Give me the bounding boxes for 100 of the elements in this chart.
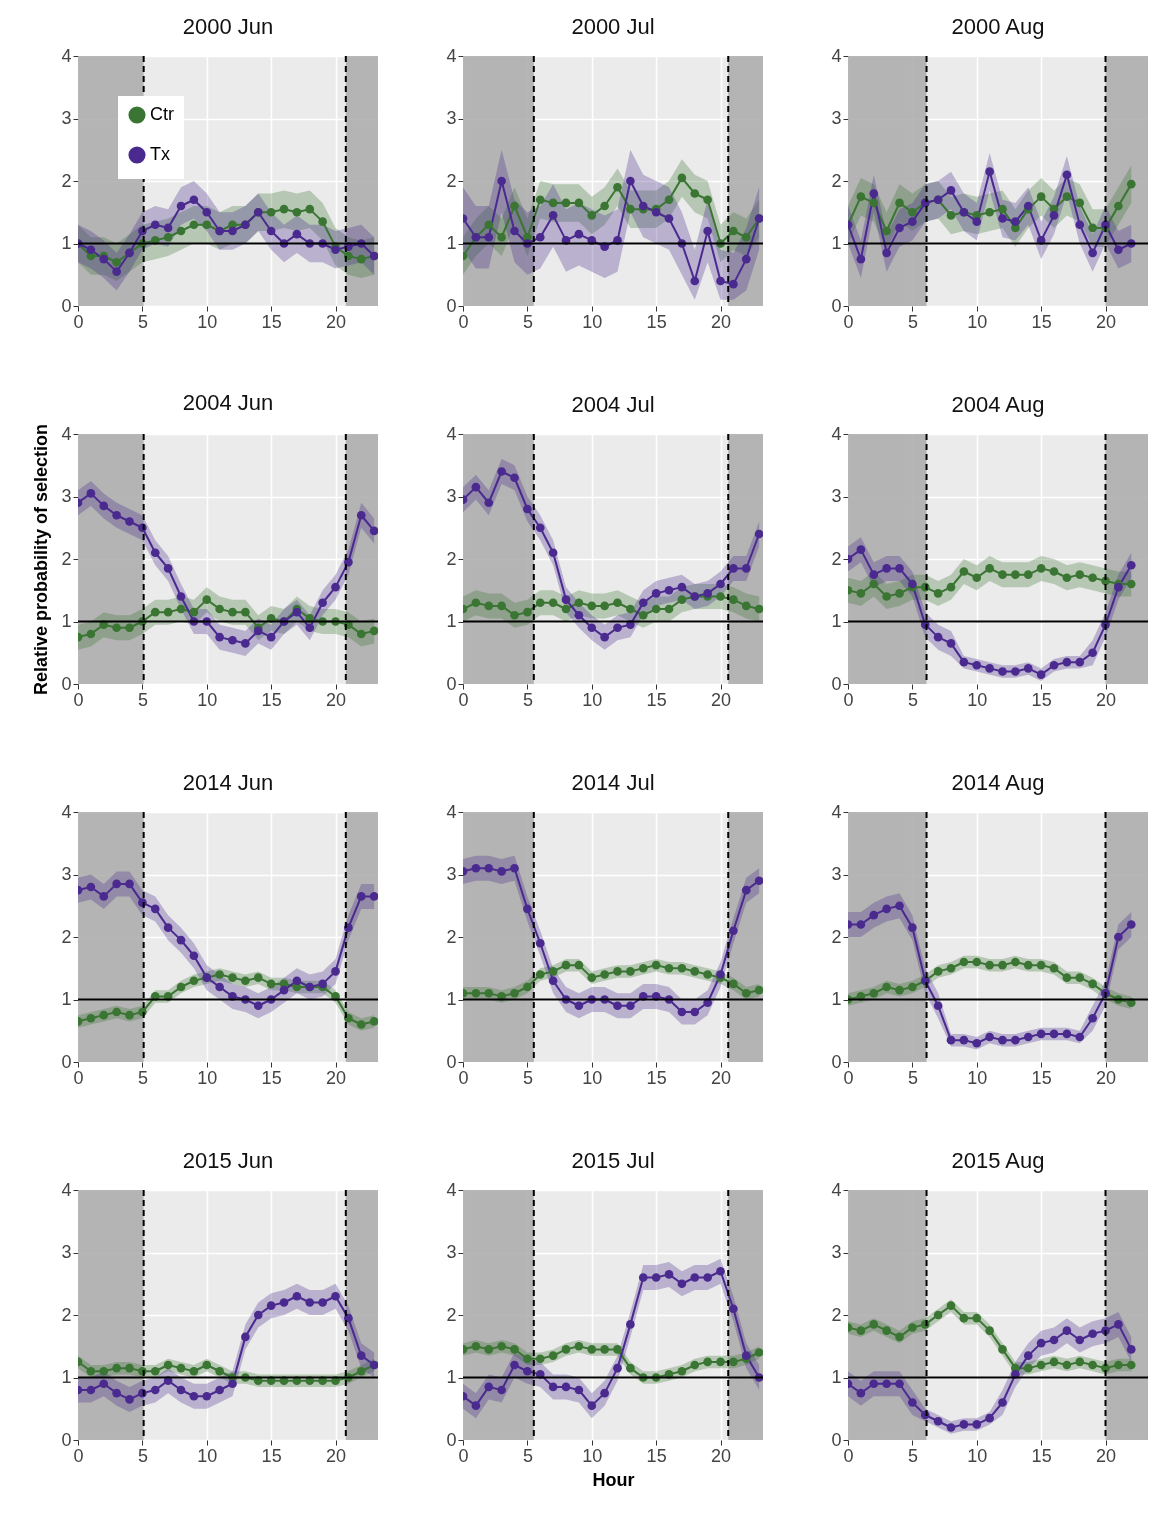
y-tick-label: 4 <box>446 801 457 822</box>
point <box>1126 920 1136 929</box>
point <box>112 623 121 633</box>
point <box>523 607 532 617</box>
point <box>959 1420 969 1429</box>
point <box>664 195 674 205</box>
point <box>497 1341 506 1351</box>
y-tick-label: 1 <box>831 1367 842 1387</box>
point <box>600 201 609 211</box>
point <box>946 582 956 592</box>
y-tick-label: 0 <box>61 1051 72 1072</box>
point <box>202 207 212 217</box>
point <box>690 189 700 198</box>
point <box>985 1032 994 1042</box>
point <box>1062 1326 1072 1335</box>
point <box>716 579 725 589</box>
point <box>215 632 224 642</box>
point <box>150 607 160 617</box>
point <box>856 254 866 264</box>
point <box>150 1366 160 1376</box>
x-tick-label: 20 <box>711 1067 732 1088</box>
y-tick-label: 1 <box>831 611 842 631</box>
point <box>754 876 763 886</box>
point <box>535 232 545 242</box>
point <box>869 570 879 579</box>
y-tick-label: 4 <box>831 1179 842 1200</box>
point <box>1126 179 1136 189</box>
point <box>651 1273 661 1282</box>
x-tick-label: 10 <box>967 689 988 710</box>
x-tick-label: 15 <box>261 1445 282 1466</box>
point <box>741 564 751 573</box>
point <box>1036 564 1046 573</box>
point <box>176 935 186 945</box>
x-tick-label: 20 <box>1096 1067 1117 1088</box>
point <box>125 879 134 889</box>
point <box>163 1360 173 1370</box>
point <box>497 867 506 876</box>
x-tick-label: 5 <box>907 689 918 710</box>
point <box>638 1273 648 1282</box>
point <box>587 623 597 633</box>
point <box>86 1013 96 1023</box>
point <box>729 926 738 936</box>
point <box>946 1423 956 1432</box>
y-tick-label: 0 <box>61 295 72 316</box>
point <box>150 548 160 558</box>
point <box>112 510 121 520</box>
point <box>369 892 378 901</box>
y-tick-label: 1 <box>446 1367 457 1387</box>
point <box>574 598 584 608</box>
point <box>125 517 134 526</box>
point <box>266 1301 276 1310</box>
point <box>86 245 96 255</box>
point <box>946 639 956 648</box>
point <box>626 1001 635 1011</box>
point <box>497 176 506 186</box>
point <box>677 582 687 592</box>
point <box>1036 1360 1046 1370</box>
point <box>241 976 250 986</box>
x-tick-label: 5 <box>522 311 533 332</box>
x-tick-label: 15 <box>646 1445 667 1466</box>
point <box>523 504 532 514</box>
point <box>484 232 494 242</box>
point <box>548 211 558 220</box>
point <box>331 1291 340 1301</box>
point <box>677 1007 687 1017</box>
point <box>1023 1351 1033 1360</box>
point <box>638 963 648 973</box>
point <box>561 198 571 208</box>
y-tick-label: 1 <box>446 989 457 1009</box>
point <box>869 198 879 208</box>
point <box>318 217 327 226</box>
point <box>535 938 545 948</box>
point <box>471 1341 481 1351</box>
point <box>946 1301 956 1310</box>
x-tick-label: 5 <box>522 689 533 710</box>
point <box>741 1351 751 1360</box>
x-tick-label: 10 <box>582 1445 603 1466</box>
point <box>1088 979 1097 989</box>
point <box>972 573 982 583</box>
point <box>856 1326 866 1335</box>
point <box>729 1304 738 1314</box>
point <box>946 211 956 220</box>
point <box>202 1391 212 1401</box>
point <box>613 967 622 976</box>
y-tick-label: 3 <box>831 486 842 506</box>
point <box>1088 648 1097 658</box>
point <box>253 973 263 982</box>
y-tick-label: 1 <box>446 233 457 253</box>
point <box>729 226 738 236</box>
point <box>587 1401 597 1410</box>
point <box>305 204 315 214</box>
point <box>510 863 519 873</box>
point <box>189 976 199 986</box>
y-tick-label: 0 <box>831 1429 842 1450</box>
point <box>1011 1035 1020 1045</box>
point <box>484 988 494 998</box>
point <box>510 1360 519 1370</box>
point <box>561 1345 571 1354</box>
x-tick-label: 5 <box>907 1445 918 1466</box>
point <box>163 607 173 617</box>
